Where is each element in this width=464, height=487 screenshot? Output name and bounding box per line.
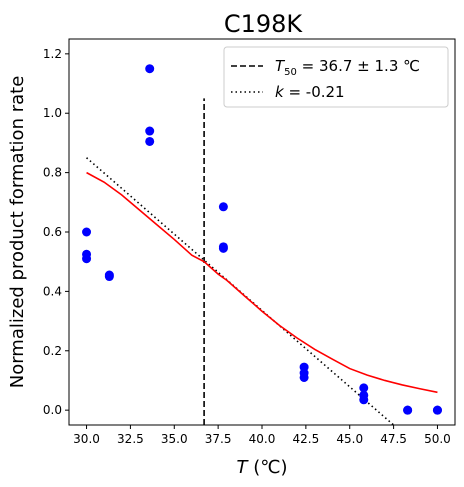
data-point	[82, 254, 92, 264]
legend: T50 = 36.7 ± 1.3 ℃ k = -0.21	[223, 46, 449, 108]
reference-lines	[86, 98, 395, 425]
x-tick-label: 30.0	[73, 432, 100, 446]
data-point	[432, 405, 442, 415]
y-tick-label: 0.0	[43, 403, 62, 417]
data-point	[359, 395, 369, 405]
y-tick-label: 1.2	[43, 47, 62, 61]
data-point	[82, 227, 92, 237]
data-point	[104, 272, 114, 282]
y-axis-label: Normalized product formation rate	[7, 76, 28, 389]
x-tick-label: 42.5	[293, 432, 320, 446]
data-point	[145, 136, 155, 146]
plot-frame	[68, 38, 456, 426]
x-tick-label: 50.0	[424, 432, 451, 446]
x-tick-label: 35.0	[161, 432, 188, 446]
x-axis-ticks: 30.0 32.5 35.0 37.5 40.0 42.5 45.0 47.5 50.0	[73, 425, 451, 446]
x-tick-label: 40.0	[249, 432, 276, 446]
data-points	[82, 64, 442, 415]
x-axis-label-symbol: T	[237, 457, 250, 478]
fit-curve	[86, 171, 438, 394]
y-tick-label: 0.8	[43, 166, 62, 180]
x-axis-label-unit: (℃)	[248, 457, 288, 478]
x-tick-label: 47.5	[380, 432, 407, 446]
data-point	[218, 202, 228, 212]
y-tick-label: 0.2	[43, 344, 62, 358]
x-tick-label: 32.5	[117, 432, 144, 446]
data-point	[299, 372, 309, 382]
data-point	[403, 405, 413, 415]
data-point	[359, 383, 369, 393]
y-tick-label: 1.0	[43, 106, 62, 120]
x-tick-label: 45.0	[336, 432, 363, 446]
data-point	[145, 64, 155, 74]
x-tick-label: 37.5	[205, 432, 232, 446]
y-tick-label: 0.6	[43, 225, 62, 239]
legend-entry-label: k = -0.21	[275, 83, 345, 101]
legend-box	[223, 46, 449, 108]
x-axis-label: T (℃)	[237, 457, 288, 478]
chart-title: C198K	[224, 10, 304, 38]
fit-curve-layer	[86, 171, 438, 394]
data-point	[218, 243, 228, 253]
data-point	[145, 126, 155, 136]
legend-entry-label: T50 = 36.7 ± 1.3 ℃	[275, 57, 420, 78]
y-tick-label: 0.4	[43, 284, 62, 298]
y-axis-ticks: 0.0 0.2 0.4 0.6 0.8 1.0 1.2	[43, 47, 69, 417]
